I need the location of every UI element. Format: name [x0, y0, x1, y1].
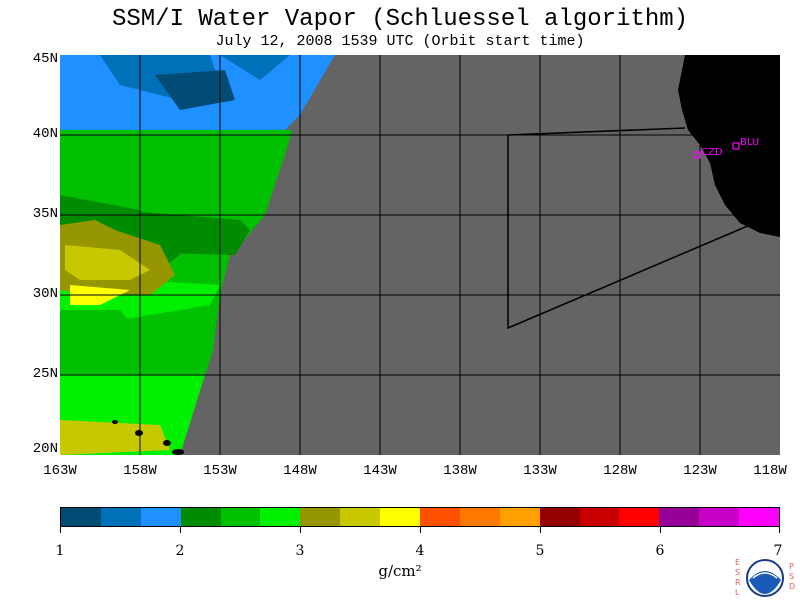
colorbar-label-3: 3 — [295, 543, 305, 559]
no-data-region — [180, 55, 780, 455]
flight-track — [507, 127, 751, 330]
land-mass — [678, 55, 780, 237]
lon-label-118w: 118W — [753, 463, 787, 479]
colorbar-swatch-12 — [539, 508, 580, 526]
colorbar-swatch-4 — [220, 508, 261, 526]
colorbar-tick — [420, 527, 421, 533]
colorbar-label-5: 5 — [535, 543, 545, 559]
lat-label-45n: 45N — [32, 51, 58, 67]
map-subtitle: July 12, 2008 1539 UTC (Orbit start time… — [215, 33, 585, 50]
colorbar-swatch-3 — [180, 508, 221, 526]
map-title: SSM/I Water Vapor (Schluessel algorithm) — [111, 6, 689, 33]
lon-label-143w: 143W — [363, 463, 397, 479]
colorbar-label-1: 1 — [55, 543, 65, 559]
colorbar-swatch-5 — [260, 508, 301, 526]
lon-label-123w: 123W — [683, 463, 717, 479]
lon-label-163w: 163W — [43, 463, 77, 479]
colorbar-swatch-7 — [340, 508, 381, 526]
lon-label-148w: 148W — [283, 463, 317, 479]
logo-letter: D — [789, 582, 796, 591]
map-canvas — [60, 55, 780, 455]
lon-label-138w: 138W — [443, 463, 477, 479]
colorbar-swatch-11 — [499, 508, 540, 526]
colorbar-swatch-16 — [699, 508, 740, 526]
colorbar-swatch-8 — [380, 508, 421, 526]
station-marker-blu — [732, 142, 740, 150]
hawaiian-islands — [112, 420, 184, 455]
lat-label-35n: 35N — [32, 206, 58, 222]
colorbar-label-4: 4 — [415, 543, 425, 559]
colorbar-swatch-6 — [300, 508, 341, 526]
colorbar-swatch-1 — [100, 508, 141, 526]
lat-lon-grid — [60, 55, 780, 455]
colorbar-swatch-9 — [420, 508, 460, 526]
colorbar-label-2: 2 — [175, 543, 185, 559]
lat-label-30n: 30N — [32, 286, 58, 302]
lon-label-153w: 153W — [203, 463, 237, 479]
water-vapor-map: CZD BLU — [60, 55, 780, 455]
logo-letter: P — [789, 562, 794, 571]
station-label-blu: BLU — [740, 137, 760, 148]
logo-letter: S — [735, 568, 741, 577]
logo-letter: R — [735, 578, 741, 587]
colorbar-tick — [60, 527, 61, 533]
colorbar-swatch-13 — [579, 508, 620, 526]
station-label-czd: CZD — [701, 147, 723, 158]
colorbar-swatch-14 — [619, 508, 660, 526]
lon-label-133w: 133W — [523, 463, 557, 479]
colorbar-swatch-15 — [659, 508, 700, 526]
colorbar-tick — [300, 527, 301, 533]
station-marker-czd — [693, 151, 701, 159]
lat-label-20n: 20N — [32, 441, 58, 457]
logo-letter: L — [735, 588, 740, 597]
logo-letter: E — [735, 558, 741, 567]
colorbar-swatch-10 — [459, 508, 500, 526]
noaa-esrl-logo: E S R L P S D — [735, 556, 797, 600]
noaa-emblem-icon — [746, 559, 784, 597]
logo-letter: S — [789, 572, 795, 581]
colorbar-units: g/cm² — [378, 562, 422, 580]
colorbar-swatch-2 — [140, 508, 181, 526]
colorbar-tick — [540, 527, 541, 533]
lon-label-158w: 158W — [123, 463, 157, 479]
lat-label-25n: 25N — [32, 366, 58, 382]
colorbar-swatch-0 — [61, 508, 101, 526]
colorbar-label-6: 6 — [655, 543, 665, 559]
colorbar-tick — [779, 527, 780, 533]
colorbar-label-7: 7 — [773, 543, 783, 559]
colorbar-tick — [180, 527, 181, 533]
colorbar — [60, 507, 780, 527]
lon-label-128w: 128W — [603, 463, 637, 479]
colorbar-swatch-17 — [739, 508, 780, 526]
colorbar-tick — [660, 527, 661, 533]
lat-label-40n: 40N — [32, 126, 58, 142]
